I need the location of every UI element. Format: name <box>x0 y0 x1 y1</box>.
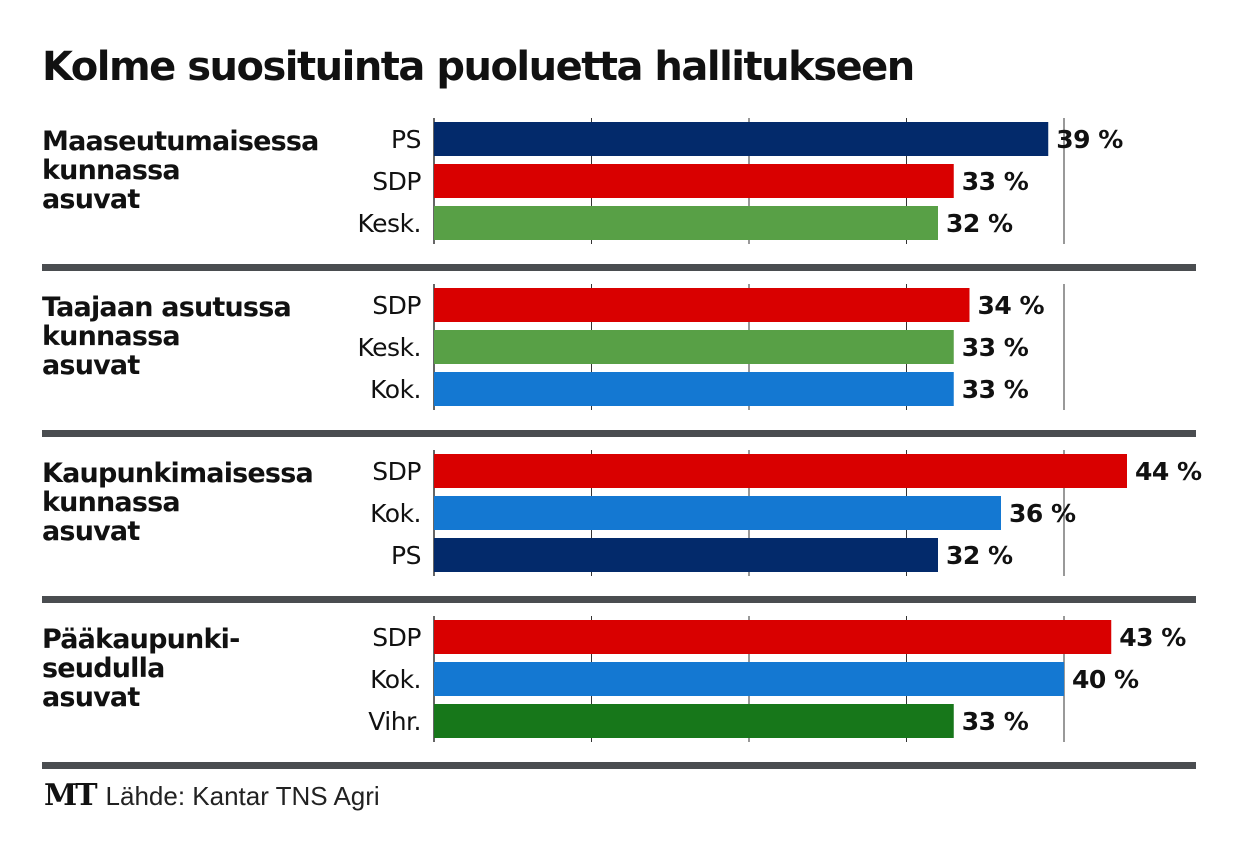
group-label: kunnassa <box>42 155 180 186</box>
value-label: 32 % <box>946 209 1013 238</box>
value-label: 33 % <box>962 333 1029 362</box>
bar-ps <box>434 538 938 572</box>
group-label: asuvat <box>42 350 140 381</box>
bar-kesk <box>434 206 938 240</box>
group-label: Taajaan asutussa <box>42 292 291 323</box>
party-label: Kok. <box>370 375 421 404</box>
group-label: asuvat <box>42 516 140 547</box>
value-label: 34 % <box>978 291 1045 320</box>
group-label: kunnassa <box>42 487 180 518</box>
group-label: Maaseutumaisessa <box>42 126 319 157</box>
party-label: Kok. <box>370 665 421 694</box>
value-label: 36 % <box>1009 499 1076 528</box>
group-separator <box>42 430 1196 437</box>
group-separator <box>42 264 1196 271</box>
party-label: PS <box>391 125 421 154</box>
chart-title: Kolme suosituinta puoluetta hallitukseen <box>42 44 915 90</box>
group-label: asuvat <box>42 184 140 215</box>
bar-vihr <box>434 704 954 738</box>
bar-kok <box>434 662 1064 696</box>
party-label: SDP <box>372 457 421 486</box>
value-label: 44 % <box>1135 457 1202 486</box>
group-label: asuvat <box>42 682 140 713</box>
party-label: SDP <box>372 623 421 652</box>
value-label: 32 % <box>946 541 1013 570</box>
value-label: 40 % <box>1072 665 1139 694</box>
party-label: PS <box>391 541 421 570</box>
party-label: Kesk. <box>358 209 421 238</box>
bar-sdp <box>434 620 1112 654</box>
mt-logo: MT <box>44 778 98 813</box>
bar-kok <box>434 496 1001 530</box>
group-label: Pääkaupunki- <box>42 624 240 655</box>
bar-sdp <box>434 288 970 322</box>
source-text: Lähde: Kantar TNS Agri <box>105 781 380 811</box>
group-separator <box>42 596 1196 603</box>
bar-sdp <box>434 164 954 198</box>
group-label: kunnassa <box>42 321 180 352</box>
value-label: 33 % <box>962 375 1029 404</box>
footer: MT Lähde: Kantar TNS Agri <box>44 778 380 813</box>
value-label: 33 % <box>962 707 1029 736</box>
party-label: SDP <box>372 291 421 320</box>
group-separator <box>42 762 1196 769</box>
bar-kesk <box>434 330 954 364</box>
party-label: Kok. <box>370 499 421 528</box>
group-label: Kaupunkimaisessa <box>42 458 313 489</box>
party-label: Vihr. <box>368 707 421 736</box>
bar-ps <box>434 122 1049 156</box>
group-label: seudulla <box>42 653 164 684</box>
value-label: 43 % <box>1119 623 1186 652</box>
party-label: SDP <box>372 167 421 196</box>
bar-sdp <box>434 454 1127 488</box>
value-label: 39 % <box>1056 125 1123 154</box>
party-label: Kesk. <box>358 333 421 362</box>
value-label: 33 % <box>962 167 1029 196</box>
bar-kok <box>434 372 954 406</box>
